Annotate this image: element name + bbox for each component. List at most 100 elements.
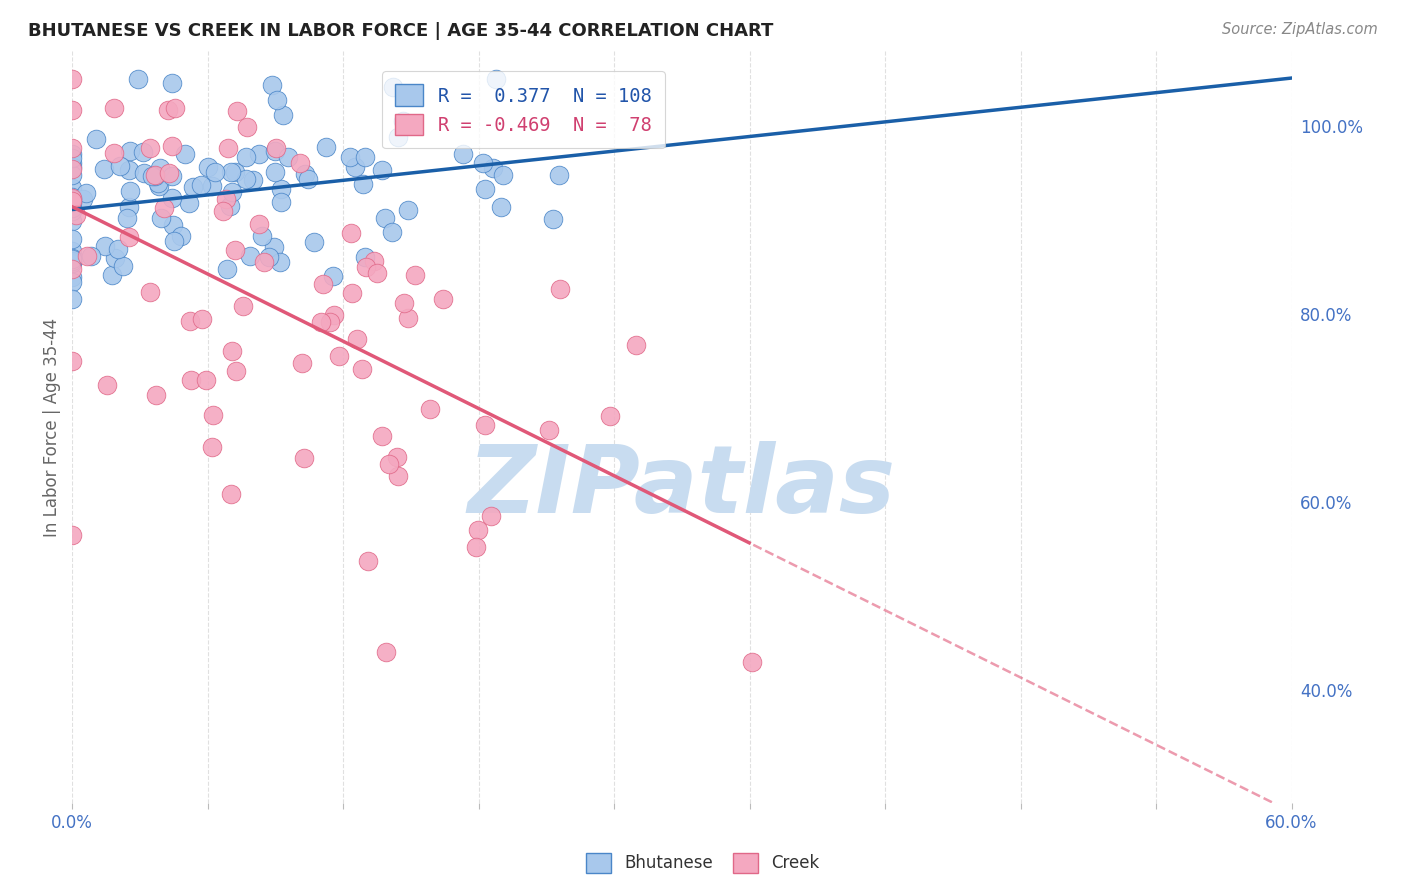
Point (100, 268, 122, 282)
Point (471, 156, 494, 170)
Point (599, 409, 621, 423)
Point (260, 78, 283, 93)
Point (60, 160, 83, 174)
Point (60, 181, 83, 195)
Point (328, 349, 350, 363)
Point (294, 168, 316, 182)
Point (195, 372, 218, 386)
Point (75, 186, 97, 200)
Point (277, 150, 299, 164)
Legend: R =  0.377  N = 108, R = -0.469  N =  78: R = 0.377 N = 108, R = -0.469 N = 78 (382, 71, 665, 148)
Point (492, 168, 515, 182)
Legend: Bhutanese, Creek: Bhutanese, Creek (579, 847, 827, 880)
Point (76, 249, 98, 263)
Point (485, 71, 508, 86)
Point (190, 178, 212, 192)
Point (146, 176, 169, 190)
Point (396, 311, 419, 326)
Point (118, 230, 141, 244)
Point (271, 108, 294, 122)
Point (315, 140, 337, 154)
Point (60, 151, 83, 165)
Point (263, 240, 285, 254)
Point (60, 214, 83, 228)
Point (219, 487, 242, 501)
Point (292, 451, 315, 466)
Point (115, 211, 138, 225)
Point (152, 201, 174, 215)
Point (451, 146, 474, 161)
Point (204, 165, 226, 179)
Point (60, 204, 83, 219)
Point (60, 252, 83, 266)
Point (253, 254, 276, 268)
Point (482, 161, 505, 175)
Point (543, 212, 565, 227)
Point (108, 159, 131, 173)
Point (143, 168, 166, 182)
Point (60, 354, 83, 368)
Point (163, 235, 186, 249)
Point (419, 402, 441, 417)
Point (60, 147, 83, 161)
Point (132, 145, 155, 160)
Point (366, 266, 388, 280)
Point (60, 190, 83, 204)
Point (60, 262, 83, 277)
Point (467, 524, 489, 538)
Point (60, 103, 83, 118)
Point (266, 94, 288, 108)
Point (353, 150, 375, 164)
Point (322, 268, 344, 283)
Point (302, 235, 325, 249)
Point (257, 250, 280, 264)
Point (139, 285, 162, 300)
Point (354, 260, 377, 275)
Point (465, 540, 488, 554)
Point (86, 132, 108, 146)
Point (396, 203, 419, 218)
Point (96, 378, 118, 392)
Point (297, 172, 319, 186)
Point (197, 160, 219, 174)
Point (239, 249, 262, 263)
Point (60, 194, 83, 209)
Point (224, 243, 246, 257)
Point (148, 178, 170, 193)
Point (60, 168, 83, 182)
Point (247, 218, 270, 232)
Point (118, 162, 141, 177)
Point (60, 292, 83, 306)
Point (226, 103, 249, 118)
Point (363, 254, 385, 268)
Point (357, 554, 380, 568)
Point (339, 226, 361, 240)
Point (160, 169, 183, 184)
Point (93, 239, 115, 253)
Point (270, 182, 292, 196)
Point (219, 198, 242, 212)
Point (211, 203, 233, 218)
Point (132, 165, 155, 179)
Point (374, 211, 396, 225)
Point (60, 156, 83, 170)
Point (117, 200, 139, 214)
Point (371, 163, 394, 178)
Point (219, 165, 242, 179)
Point (60, 270, 83, 285)
Point (157, 103, 180, 117)
Point (107, 242, 129, 256)
Point (179, 195, 201, 210)
Point (141, 169, 163, 183)
Point (741, 655, 763, 669)
Point (143, 169, 166, 183)
Point (270, 195, 292, 210)
Point (236, 120, 259, 134)
Point (200, 440, 222, 454)
Point (160, 191, 183, 205)
Point (145, 387, 167, 401)
Point (224, 164, 246, 178)
Point (264, 144, 287, 158)
Point (479, 508, 502, 523)
Point (60, 528, 83, 542)
